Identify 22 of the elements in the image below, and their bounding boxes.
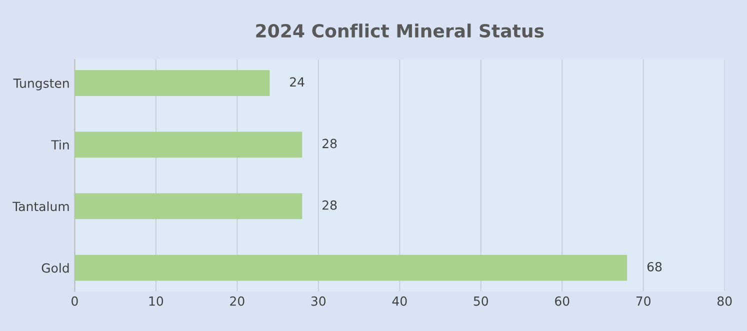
data-label: 28 — [322, 138, 337, 148]
bar — [74, 132, 302, 158]
data-label: 28 — [322, 200, 337, 210]
chart-title: 2024 Conflict Mineral Status — [256, 24, 544, 38]
y-tick-label: Gold — [42, 263, 69, 273]
x-tick-label: 30 — [311, 296, 326, 306]
x-tick-label: 20 — [230, 296, 244, 306]
x-tick-label: 10 — [149, 296, 164, 306]
x-tick-label: 70 — [636, 296, 650, 306]
data-label: 68 — [647, 262, 662, 272]
x-tick-label: 50 — [474, 296, 488, 306]
x-tick-label: 40 — [392, 296, 407, 306]
y-tick-label: Tungsten — [13, 78, 69, 90]
bar — [74, 193, 302, 220]
x-tick-label: 80 — [717, 296, 732, 306]
y-tick-label: Tantalum — [12, 201, 69, 212]
bar — [74, 254, 628, 281]
data-label: 24 — [290, 77, 304, 86]
bar — [74, 70, 270, 96]
y-tick-label: Tin — [51, 140, 69, 150]
x-tick-label: 0 — [72, 296, 78, 306]
x-tick-label: 60 — [555, 296, 570, 306]
